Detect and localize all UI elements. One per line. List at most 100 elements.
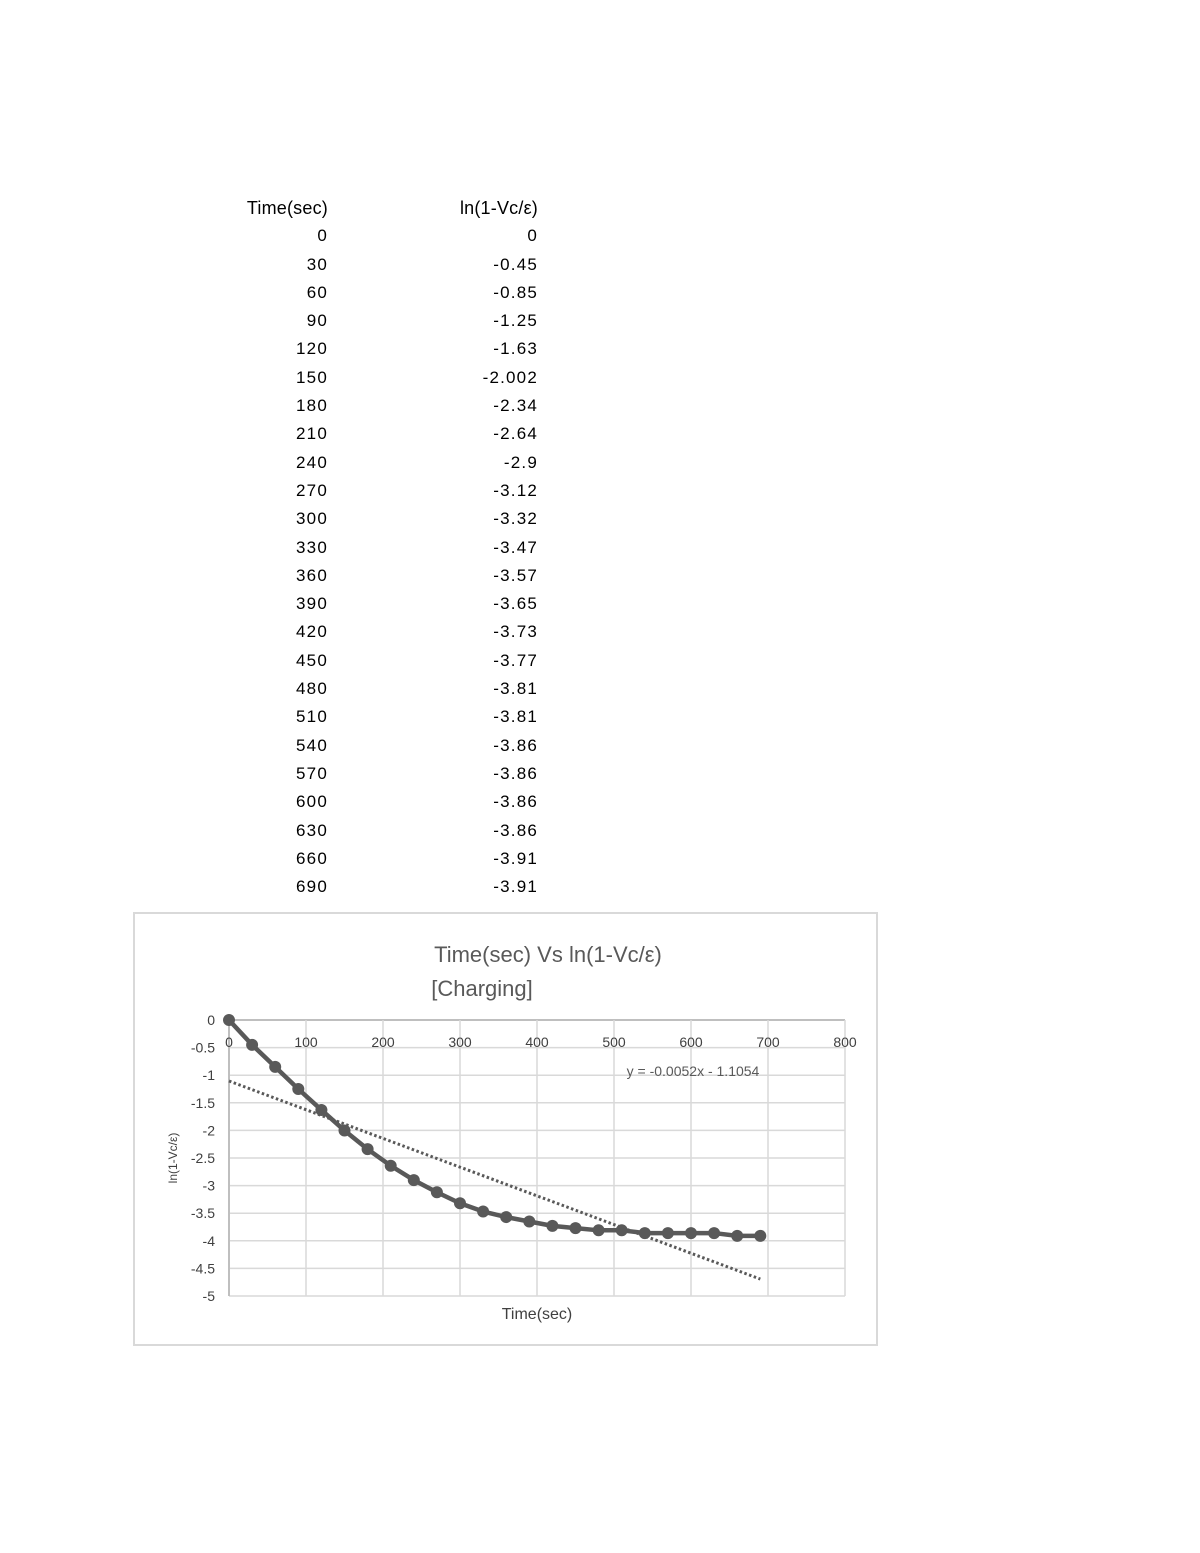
data-point [615, 1224, 628, 1237]
trendline [228, 1079, 761, 1281]
table-cell-ln: -3.47 [493, 537, 538, 557]
table-row: 30 -0.45 [230, 251, 550, 279]
chart-subtitle: [Charging] [431, 976, 533, 1001]
data-point [338, 1124, 351, 1137]
data-point [477, 1205, 490, 1218]
table-cell-ln: -2.64 [493, 424, 538, 444]
table-cell-time: 420 [296, 622, 328, 642]
table-cell-ln: -3.73 [493, 622, 538, 642]
table-cell-ln: -1.63 [493, 339, 538, 359]
table-row: 600 -3.86 [230, 788, 550, 816]
table-row: 510 -3.81 [230, 703, 550, 731]
y-axis-label: ln(1-Vc/ε) [166, 1133, 180, 1184]
table-row: 570 -3.86 [230, 760, 550, 788]
x-tick-label: 200 [371, 1034, 395, 1050]
x-tick-label: 700 [756, 1034, 780, 1050]
data-point [430, 1186, 443, 1199]
table-row: 540 -3.86 [230, 732, 550, 760]
data-point [546, 1219, 559, 1232]
table-cell-time: 180 [296, 396, 328, 416]
table-cell-time: 300 [296, 509, 328, 529]
data-point [754, 1229, 767, 1242]
table-row: 90 -1.25 [230, 307, 550, 335]
table-cell-time: 690 [296, 877, 328, 897]
y-tick-label: -4 [203, 1233, 216, 1249]
y-tick-label: -3 [203, 1178, 216, 1194]
table-cell-time: 90 [306, 311, 328, 331]
x-tick-label: 400 [525, 1034, 549, 1050]
data-point [454, 1197, 466, 1210]
table-header-ln: ln(1-Vc/ε) [459, 198, 538, 218]
table-row: 120 -1.63 [230, 335, 550, 363]
table-cell-ln: -3.86 [493, 820, 538, 840]
data-point [638, 1227, 651, 1240]
table-row: 690 -3.91 [230, 873, 550, 901]
table-cell-time: 630 [296, 820, 328, 840]
table-cell-ln: -0.45 [493, 254, 538, 274]
table-cell-ln: -1.25 [493, 311, 538, 331]
data-point [569, 1222, 582, 1235]
y-tick-label: -1 [203, 1067, 216, 1083]
chart-svg: Time(sec) Vs ln(1-Vc/ε) [Charging] 0 -0.5… [166, 942, 857, 1323]
table-cell-ln: -3.81 [493, 707, 538, 727]
x-tick-label: 100 [294, 1034, 318, 1050]
table-row: 240 -2.9 [230, 449, 550, 477]
y-tick-label: -2.5 [191, 1150, 215, 1166]
table-cell-time: 0 [317, 226, 328, 246]
table-row: 630 -3.86 [230, 817, 550, 845]
data-point [523, 1215, 536, 1228]
table-row: 390 -3.65 [230, 590, 550, 618]
table-cell-ln: -3.86 [493, 792, 538, 812]
table-row: 150 -2.002 [230, 364, 550, 392]
table-cell-time: 450 [296, 650, 328, 670]
y-tick-label: -2 [203, 1122, 216, 1138]
table-cell-ln: -3.12 [493, 480, 538, 500]
table-cell-ln: -3.91 [493, 848, 538, 868]
data-point [731, 1229, 744, 1242]
table-header-time: Time(sec) [246, 198, 328, 218]
grid-layer [228, 1019, 846, 1297]
table-cell-ln: -2.002 [482, 367, 538, 387]
x-tick-label: 500 [602, 1034, 626, 1050]
table-cell-time: 360 [296, 565, 328, 585]
y-tick-label: -4.5 [191, 1260, 215, 1276]
table-row: 300 -3.32 [230, 505, 550, 533]
data-point [685, 1227, 697, 1240]
data-table: Time(sec) ln(1-Vc/ε) 0 0 30 -0.45 60 -0.85 90 -1.… [230, 194, 550, 901]
data-point [246, 1038, 259, 1051]
y-tick-label: 0 [207, 1012, 215, 1028]
data-point [384, 1159, 397, 1172]
x-tick-label: 600 [679, 1034, 703, 1050]
table-cell-time: 120 [296, 339, 328, 359]
table-cell-ln: -2.9 [503, 452, 538, 472]
trendline-equation: y = -0.0052x - 1.1054 [627, 1063, 760, 1079]
data-point [361, 1143, 374, 1156]
y-tick-label: -0.5 [191, 1040, 215, 1056]
table-row: 330 -3.47 [230, 534, 550, 562]
table-cell-time: 540 [296, 735, 328, 755]
table-cell-time: 150 [296, 367, 328, 387]
data-point [500, 1211, 513, 1224]
table-cell-time: 660 [296, 848, 328, 868]
table-cell-ln: 0 [527, 226, 538, 246]
data-point [292, 1083, 305, 1095]
series-line [227, 1018, 761, 1239]
table-cell-ln: -2.34 [493, 396, 538, 416]
y-tick-label: -3.5 [191, 1205, 215, 1221]
table-row: 270 -3.12 [230, 477, 550, 505]
y-tick-label: -1.5 [191, 1095, 215, 1111]
table-row: 450 -3.77 [230, 647, 550, 675]
data-point [661, 1227, 674, 1240]
data-point [407, 1174, 420, 1187]
table-row: 480 -3.81 [230, 675, 550, 703]
tick-layer: 0 -0.5 -1 -1.5 -2 -2.5 -3 -3.5 -4 -4.5 -5 0 100 200 30… [191, 1012, 857, 1304]
table-cell-ln: -3.81 [493, 679, 538, 699]
table-cell-ln: -3.32 [493, 509, 538, 529]
data-point [708, 1227, 721, 1240]
table-cell-time: 210 [296, 424, 328, 444]
data-point [223, 1014, 235, 1026]
table-cell-ln: -3.91 [493, 877, 538, 897]
table-row: 180 -2.34 [230, 392, 550, 420]
table-row: 60 -0.85 [230, 279, 550, 307]
